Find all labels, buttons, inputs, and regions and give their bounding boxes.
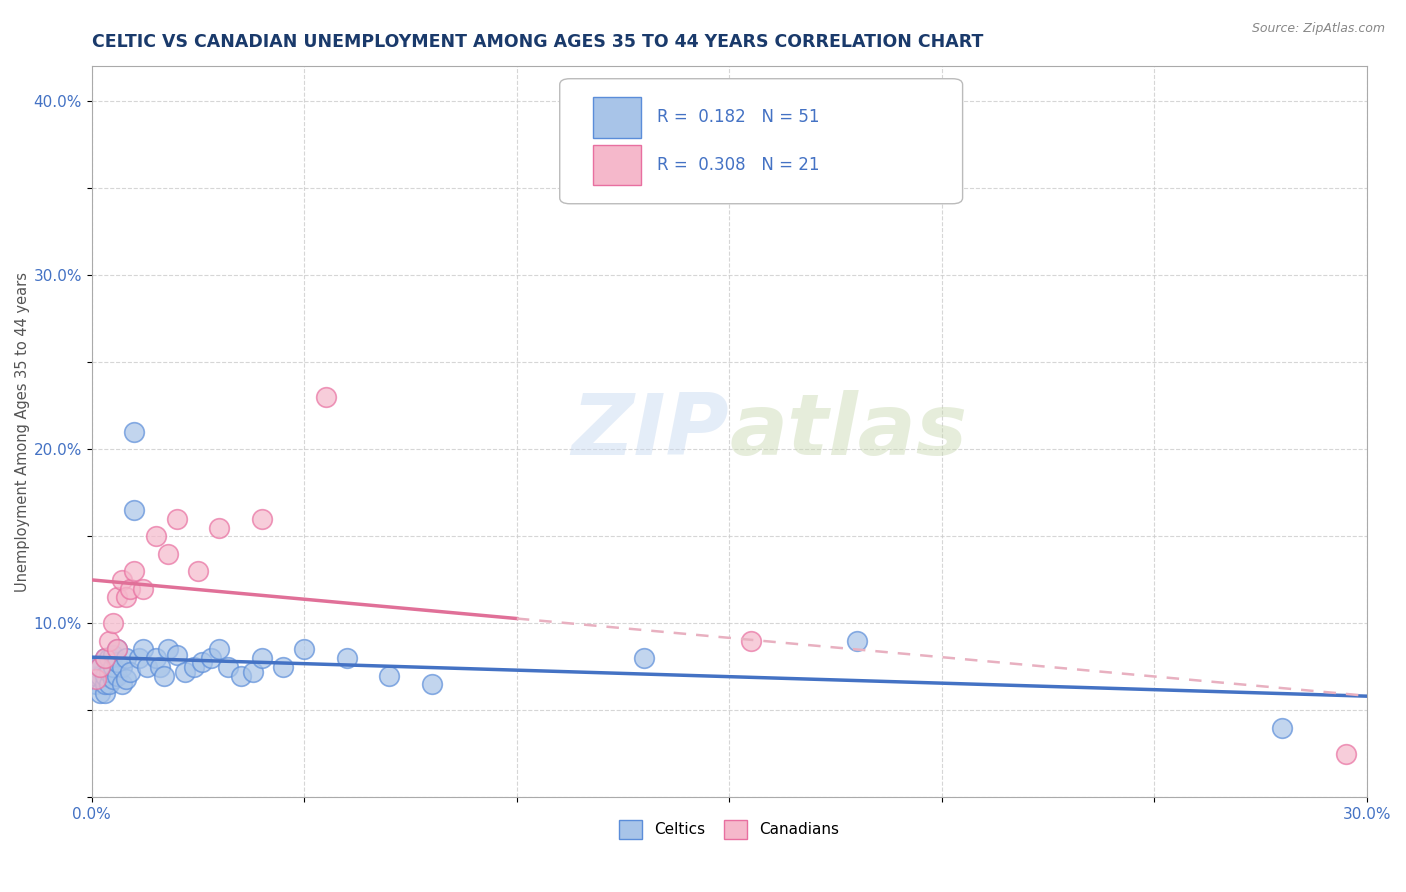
Text: atlas: atlas bbox=[730, 391, 967, 474]
Point bbox=[217, 660, 239, 674]
Point bbox=[97, 665, 120, 679]
Point bbox=[336, 651, 359, 665]
Point bbox=[93, 677, 115, 691]
Point bbox=[128, 651, 150, 665]
Point bbox=[105, 591, 128, 605]
Text: CELTIC VS CANADIAN UNEMPLOYMENT AMONG AGES 35 TO 44 YEARS CORRELATION CHART: CELTIC VS CANADIAN UNEMPLOYMENT AMONG AG… bbox=[91, 33, 983, 51]
Point bbox=[740, 633, 762, 648]
Point bbox=[633, 651, 655, 665]
Point bbox=[114, 651, 136, 665]
Legend: Celtics, Canadians: Celtics, Canadians bbox=[613, 814, 845, 845]
Point bbox=[166, 648, 188, 662]
Point bbox=[120, 582, 142, 596]
Point bbox=[105, 668, 128, 682]
Point bbox=[93, 686, 115, 700]
Point bbox=[271, 660, 294, 674]
Point bbox=[242, 665, 264, 679]
Text: ZIP: ZIP bbox=[572, 391, 730, 474]
Point bbox=[97, 651, 120, 665]
Point bbox=[105, 642, 128, 657]
Point bbox=[114, 672, 136, 686]
Point bbox=[84, 660, 107, 674]
Point bbox=[97, 633, 120, 648]
Point bbox=[183, 660, 205, 674]
Point bbox=[153, 668, 176, 682]
Point bbox=[101, 660, 124, 674]
Point bbox=[250, 512, 273, 526]
Point bbox=[132, 582, 155, 596]
Point bbox=[208, 642, 231, 657]
Text: R =  0.182   N = 51: R = 0.182 N = 51 bbox=[657, 109, 820, 127]
Point bbox=[149, 660, 172, 674]
Point bbox=[200, 651, 222, 665]
Text: R =  0.308   N = 21: R = 0.308 N = 21 bbox=[657, 156, 820, 174]
Point bbox=[174, 665, 197, 679]
FancyBboxPatch shape bbox=[560, 78, 963, 203]
Point bbox=[89, 686, 111, 700]
Point bbox=[378, 668, 401, 682]
Point bbox=[157, 642, 180, 657]
Point bbox=[105, 642, 128, 657]
Point bbox=[124, 564, 146, 578]
Point bbox=[93, 651, 115, 665]
Point bbox=[145, 651, 167, 665]
Point bbox=[84, 668, 107, 682]
Point bbox=[97, 677, 120, 691]
Point bbox=[1271, 721, 1294, 735]
Point bbox=[93, 651, 115, 665]
Point bbox=[845, 633, 868, 648]
Point bbox=[315, 390, 337, 404]
Point bbox=[101, 648, 124, 662]
Point bbox=[166, 512, 188, 526]
Point bbox=[145, 529, 167, 543]
Point bbox=[229, 668, 252, 682]
Point bbox=[105, 655, 128, 669]
Point bbox=[110, 573, 132, 587]
Point bbox=[1334, 747, 1357, 761]
Point bbox=[93, 668, 115, 682]
Point bbox=[157, 547, 180, 561]
Point bbox=[208, 520, 231, 534]
Point bbox=[89, 660, 111, 674]
Point bbox=[136, 660, 159, 674]
Point bbox=[292, 642, 315, 657]
Point bbox=[114, 591, 136, 605]
Point bbox=[110, 677, 132, 691]
FancyBboxPatch shape bbox=[593, 97, 641, 137]
Point bbox=[191, 655, 214, 669]
FancyBboxPatch shape bbox=[593, 145, 641, 186]
Point bbox=[250, 651, 273, 665]
Point bbox=[110, 660, 132, 674]
Point bbox=[84, 672, 107, 686]
Point bbox=[89, 660, 111, 674]
Point bbox=[101, 616, 124, 631]
Point bbox=[120, 665, 142, 679]
Point bbox=[124, 503, 146, 517]
Point bbox=[89, 668, 111, 682]
Point bbox=[124, 425, 146, 439]
Y-axis label: Unemployment Among Ages 35 to 44 years: Unemployment Among Ages 35 to 44 years bbox=[15, 272, 30, 592]
Point bbox=[132, 642, 155, 657]
Point bbox=[84, 677, 107, 691]
Text: Source: ZipAtlas.com: Source: ZipAtlas.com bbox=[1251, 22, 1385, 36]
Point bbox=[187, 564, 209, 578]
Point bbox=[101, 672, 124, 686]
Point bbox=[420, 677, 443, 691]
